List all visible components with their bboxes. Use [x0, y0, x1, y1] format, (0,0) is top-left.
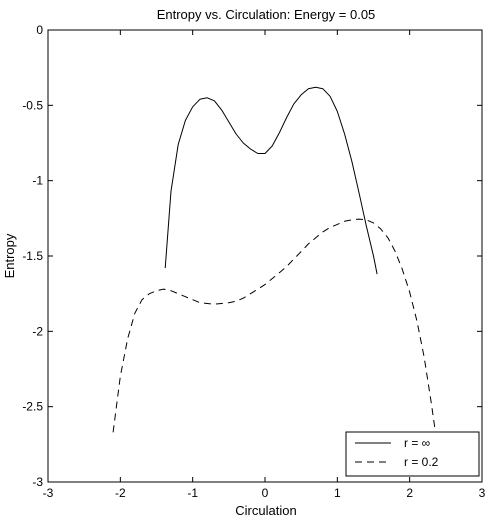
chart-title: Entropy vs. Circulation: Energy = 0.05	[157, 7, 376, 22]
axis-ticks: -3 -2 -1 0 1 2 3 0 -0.5 -1 -1.5 -2 -2.5 -3	[22, 23, 485, 500]
series-layer	[112, 86, 436, 433]
y-tick-label: -2.5	[22, 400, 43, 414]
y-tick-label: -2	[32, 324, 43, 338]
x-tick-label: -2	[115, 486, 126, 500]
legend-label-r-0-2: r = 0.2	[404, 455, 439, 469]
x-tick-label: 3	[479, 486, 486, 500]
series-line-r-inf	[164, 86, 378, 275]
x-tick-label: -1	[187, 486, 198, 500]
legend-label-r-inf: r = ∞	[404, 436, 430, 450]
y-tick-label: -3	[32, 475, 43, 489]
x-tick-label: 0	[262, 486, 269, 500]
y-tick-label: -0.5	[22, 98, 43, 112]
y-tick-label: -1.5	[22, 249, 43, 263]
y-tick-label: -1	[32, 174, 43, 188]
plot-area	[47, 29, 483, 483]
x-tick-label: 1	[334, 486, 341, 500]
legend-box	[345, 431, 480, 477]
y-tick-label: 0	[36, 23, 43, 37]
x-axis-label: Circulation	[235, 503, 296, 518]
x-tick-label: -3	[43, 486, 54, 500]
y-axis-label: Entropy	[2, 233, 17, 278]
x-tick-label: 2	[406, 486, 413, 500]
legend: r = ∞ r = 0.2	[345, 431, 480, 477]
